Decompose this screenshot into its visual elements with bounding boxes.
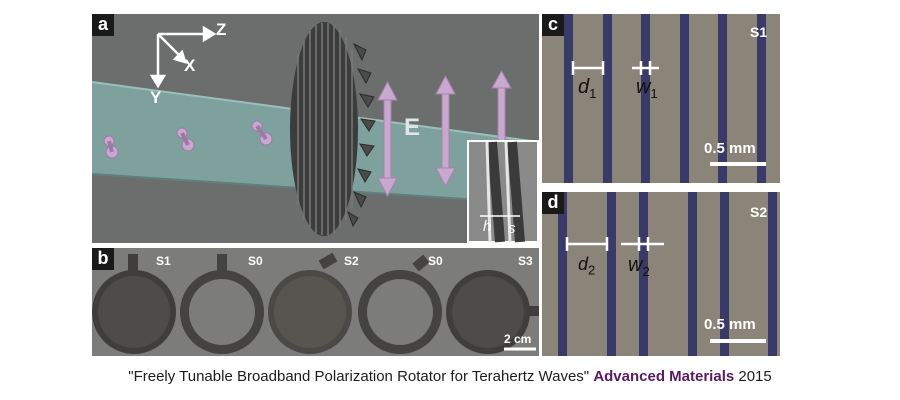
panel-a: a Z X Y E h s	[92, 14, 539, 243]
e-field-label: E	[404, 114, 421, 141]
sample-label: S3	[518, 254, 533, 268]
caption-year: 2015	[738, 368, 772, 385]
panel-c: c S1 d1 w1 0.5 mm	[542, 14, 780, 183]
e-field-arrows	[377, 69, 512, 198]
axis-x-label: X	[184, 56, 196, 75]
panel-c-micrograph	[564, 14, 766, 183]
inset-grating-zoom	[467, 140, 539, 243]
panel-a-illustration	[92, 22, 539, 243]
dimension-w1-label: w1	[636, 76, 658, 101]
dimension-markers	[565, 237, 664, 251]
axis-icon	[149, 25, 217, 89]
sample-label: S1	[750, 24, 768, 40]
grating-disk	[290, 22, 376, 236]
metal-stripes	[564, 14, 766, 183]
panel-d: d S2 d2 w2 0.5 mm	[542, 192, 780, 356]
panel-c-label: c	[542, 14, 564, 36]
inset-h-label: h	[483, 218, 492, 235]
dimension-markers	[571, 61, 659, 75]
scale-bar-c-label: 0.5 mm	[704, 140, 756, 157]
caption-journal: Advanced Materials	[593, 368, 735, 385]
panel-d-label: d	[542, 192, 564, 214]
sample-label: S2	[344, 254, 359, 268]
panel-d-micrograph	[558, 192, 777, 356]
inset-s-label: s	[508, 220, 516, 237]
axis-z-label: Z	[216, 20, 227, 39]
scale-bar-d-label: 0.5 mm	[704, 316, 756, 333]
panel-b: b S1 S0 S2 S0 S3 2 cm	[92, 248, 539, 356]
dimension-w2-label: w2	[628, 254, 650, 279]
polarization-dots	[103, 120, 273, 159]
axis-y-label: Y	[150, 88, 162, 107]
sample-label: S0	[428, 254, 443, 268]
panel-b-photo	[92, 252, 539, 354]
panel-a-label: a	[92, 14, 114, 36]
scale-bar-b-label: 2 cm	[504, 332, 532, 346]
metal-stripes	[558, 192, 777, 356]
figure-caption: "Freely Tunable Broadband Polarization R…	[0, 368, 900, 385]
sample-disks	[92, 252, 539, 354]
panel-b-label: b	[92, 248, 114, 270]
dimension-d2-label: d2	[578, 254, 596, 278]
caption-title: "Freely Tunable Broadband Polarization R…	[128, 368, 590, 385]
sample-label: S2	[750, 204, 768, 220]
sample-label: S1	[156, 254, 171, 268]
sample-label: S0	[248, 254, 263, 268]
dimension-d1-label: d1	[578, 76, 597, 101]
